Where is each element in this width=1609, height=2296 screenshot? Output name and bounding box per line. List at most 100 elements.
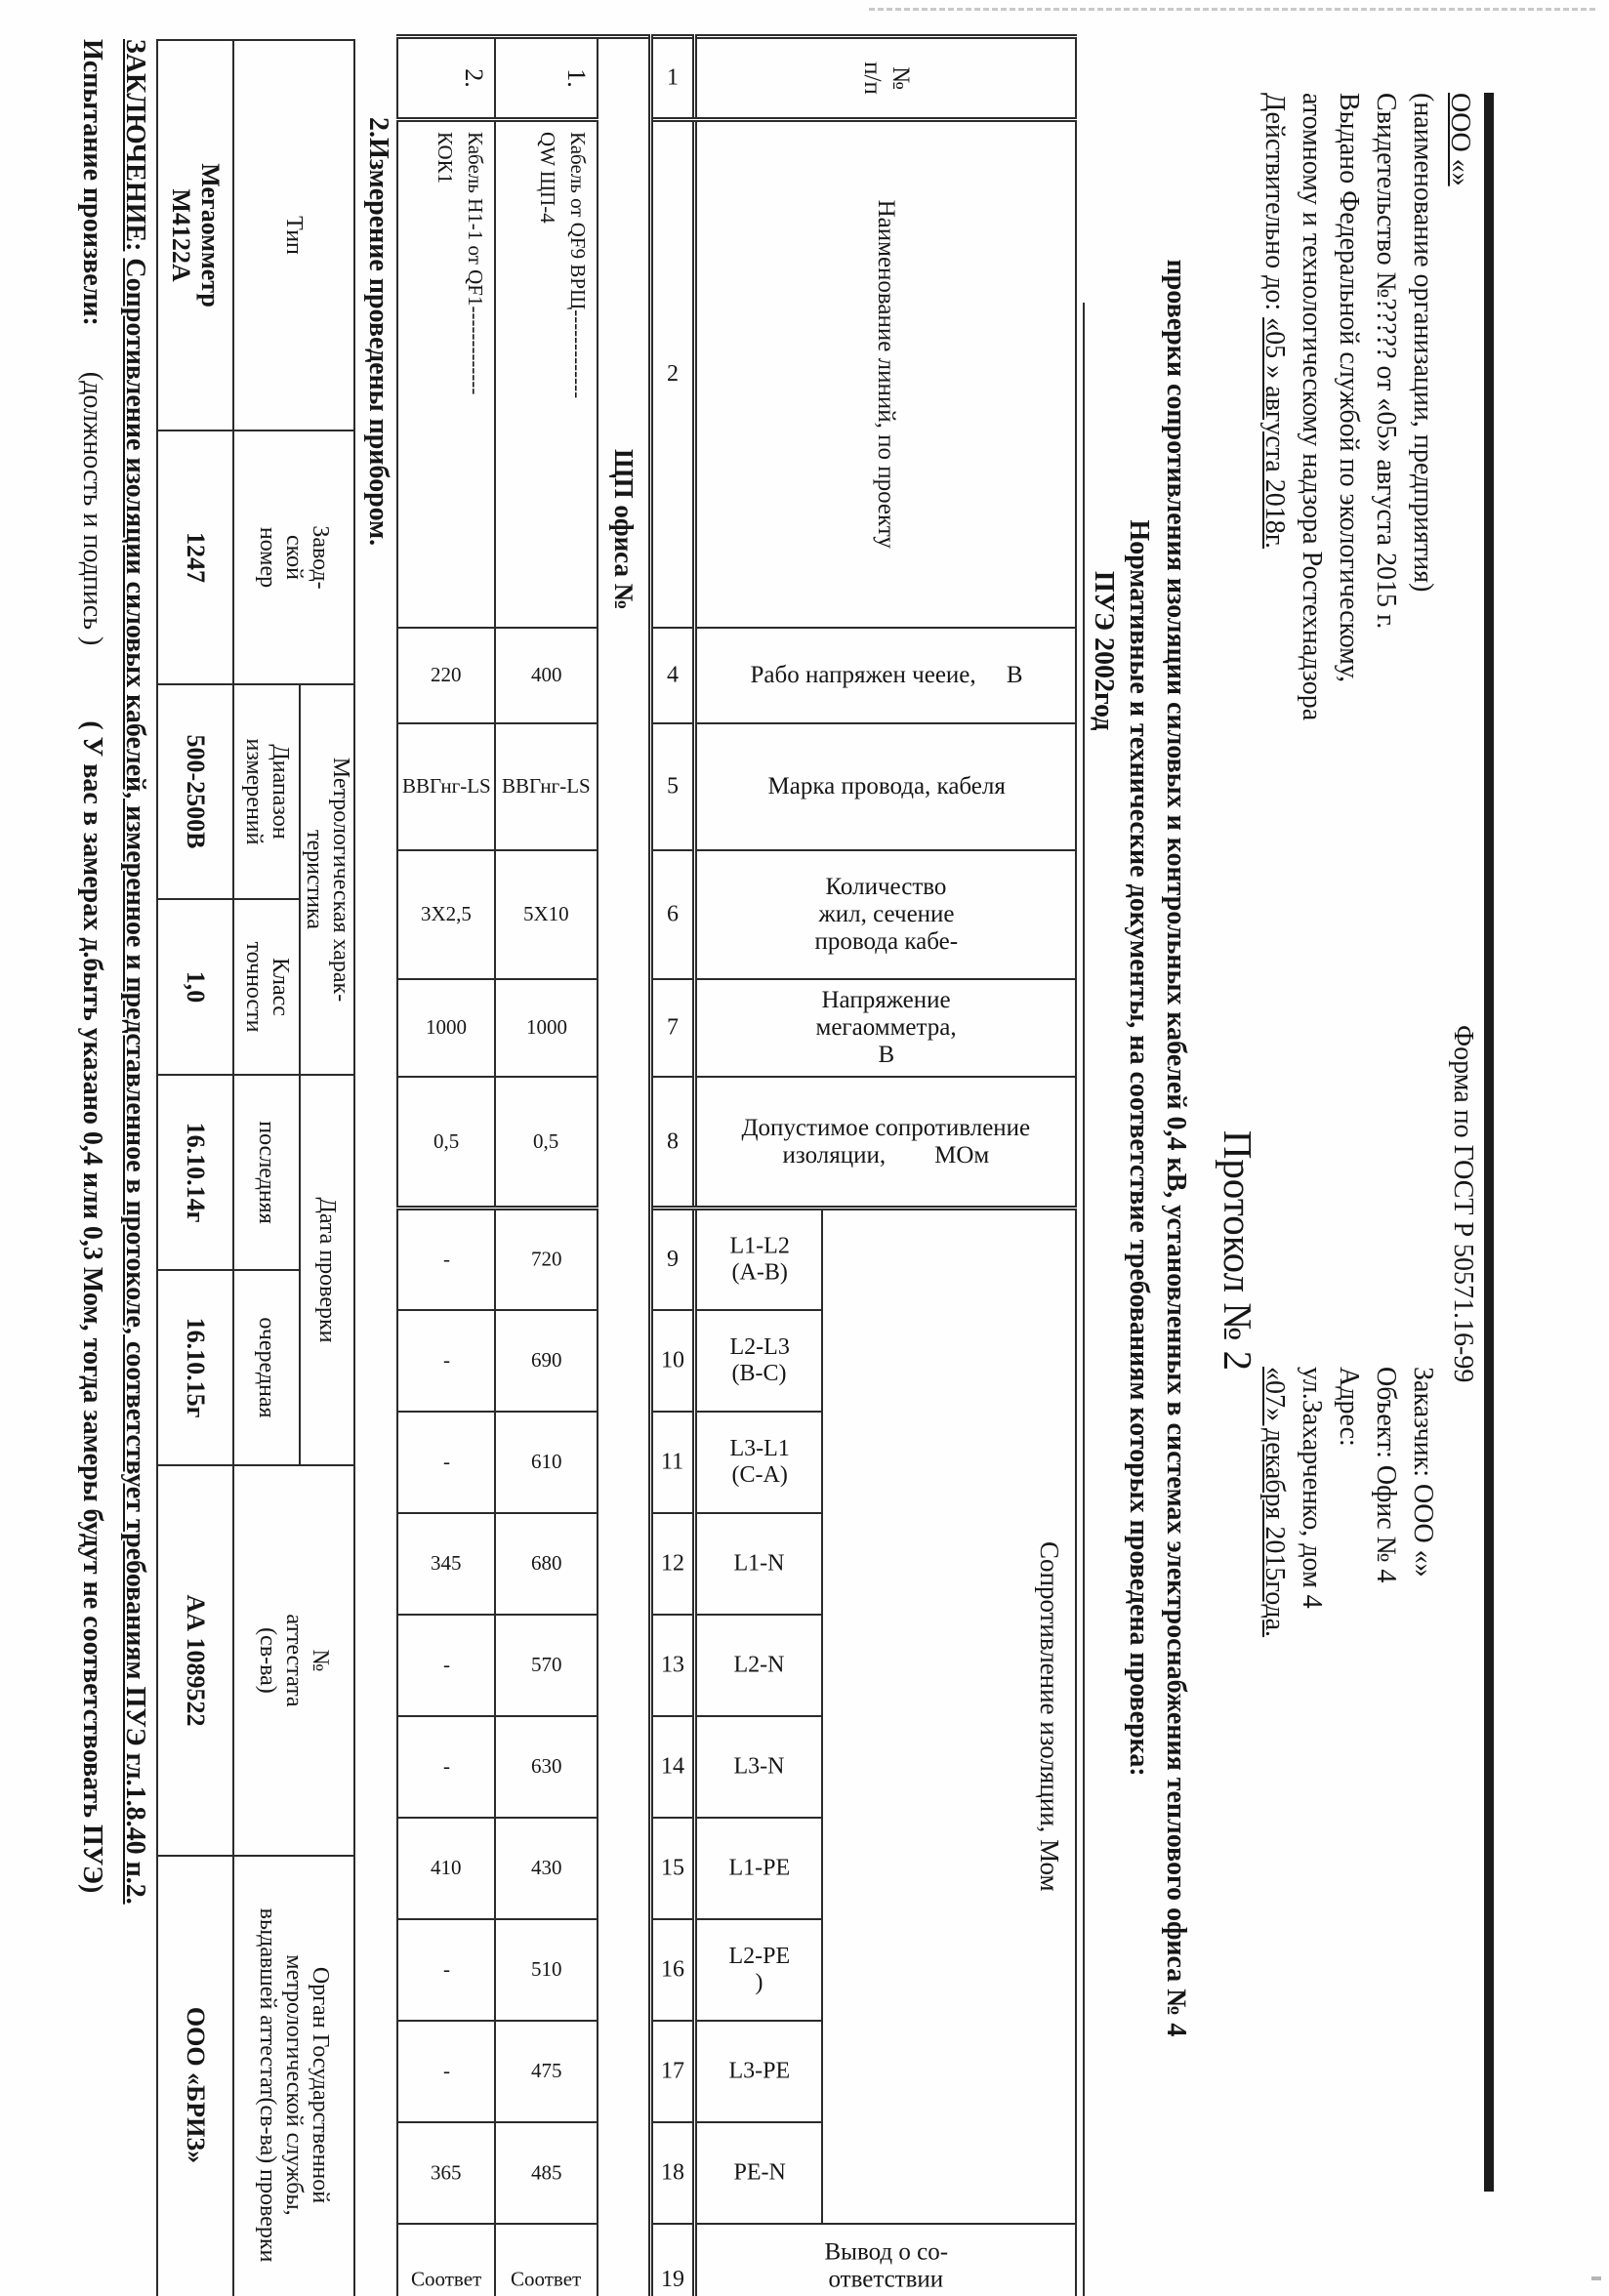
- org-valid-until-date: «05 » августа 2018г.: [1259, 317, 1290, 550]
- t2-instrument: Мегаомметр М4122А: [157, 40, 233, 430]
- row2-allowed: 0,5: [397, 1076, 495, 1209]
- colnum-16: 16: [651, 1918, 695, 2021]
- row2-l3l1: -: [397, 1411, 495, 1513]
- org-issued-by-2: атомному и технологическому надзора Рост…: [1297, 93, 1327, 721]
- org-certificate: Свидетельство №????? от «05» августа 201…: [1371, 93, 1401, 630]
- row2-l3pe: -: [397, 2020, 495, 2122]
- col-header-line-name: Наименование линий, по проекту: [695, 119, 1076, 628]
- colnum-4: 4: [651, 627, 695, 723]
- row1-cable-mark: ВВГнг-LS: [495, 722, 598, 850]
- col-header-working-voltage: Рабо напряжен чееие, В: [695, 627, 1076, 723]
- subheader-l3-pe: L3-PE: [695, 2020, 822, 2122]
- object: Объект: Офис № 4: [1371, 1367, 1401, 1583]
- row1-voltage: 400: [495, 627, 598, 723]
- row1-line-name: Кабель от QF9 ВРЩ------------- QW ЩП-4: [495, 119, 598, 628]
- test-performed-line: Испытание произвели: (должность и подпис…: [76, 39, 107, 1893]
- t2-header-range: Диапазон измерений: [233, 684, 300, 899]
- row2-l1n: 345: [397, 1512, 495, 1615]
- row1-megohm-voltage: 1000: [495, 978, 598, 1077]
- t2-next-date: 16.10.15г: [157, 1270, 233, 1465]
- colnum-7: 7: [651, 978, 695, 1077]
- subheader-pe-n: PE-N: [695, 2121, 822, 2224]
- t2-header-attestate: № аттестата (св-ва): [233, 1465, 354, 1856]
- row2-l1l2: -: [397, 1208, 495, 1310]
- row1-l3pe: 475: [495, 2020, 598, 2122]
- standard-reference: ПУЭ 2002год: [1089, 571, 1119, 731]
- row2-megohm-voltage: 1000: [397, 978, 495, 1077]
- row2-cores: 3Х2,5: [397, 849, 495, 979]
- t2-header-serial: Завод- ской номер: [233, 430, 354, 684]
- standard-underline-rule: [1083, 303, 1085, 2296]
- row1-l1pe: 430: [495, 1817, 598, 1919]
- t2-header-metrological: Метрологическая харак- теристика: [300, 684, 354, 1075]
- row2-cable-mark: ВВГнг-LS: [397, 722, 495, 850]
- t2-accuracy: 1,0: [157, 899, 233, 1075]
- subheader-l2-pe: L2-PE ): [695, 1918, 822, 2021]
- colnum-13: 13: [651, 1614, 695, 1716]
- conclusion-line: ЗАКЛЮЧЕНИЕ: Сопротивление изоляции силов…: [119, 39, 150, 1905]
- row2-pen: 365: [397, 2121, 495, 2224]
- customer-block: Заказчик: ООО «» Объект: Офис № 4 Адрес:…: [1256, 1367, 1441, 1637]
- row2-conclusion: Соответ: [397, 2223, 495, 2296]
- measurements-table: № п/п Наименование линий, по проекту Раб…: [396, 34, 1077, 2296]
- t2-header-accuracy: Класс точности: [233, 899, 300, 1075]
- row2-l2l3: -: [397, 1309, 495, 1412]
- org-issued-by-1: Выдано Федеральной службой по экологичес…: [1334, 93, 1364, 683]
- t2-header-type: Тип: [233, 40, 354, 430]
- org-name: ООО «»: [1445, 93, 1475, 186]
- row1-l2n: 570: [495, 1614, 598, 1716]
- col-header-npp: № п/п: [695, 36, 1076, 120]
- subheader-l3-n: L3-N: [695, 1715, 822, 1818]
- subtitle-normative: Нормативные и технические документы, на …: [1124, 519, 1154, 1777]
- row2-l2pe: -: [397, 1918, 495, 2021]
- colnum-5: 5: [651, 722, 695, 850]
- subheader-l1-n: L1-N: [695, 1512, 822, 1615]
- row1-cores: 5Х10: [495, 849, 598, 979]
- subheader-l3-l1: L3-L1 (C-A): [695, 1411, 822, 1513]
- conclusion-text: Сопротивление изоляции силовых кабелей, …: [120, 258, 150, 1905]
- row1-pen: 485: [495, 2121, 598, 2224]
- reviewer-note: ( У вас в замерах д.быть указано 0,4 или…: [77, 720, 107, 1894]
- colnum-6: 6: [651, 849, 695, 979]
- test-performed-label: Испытание произвели:: [77, 39, 107, 326]
- t2-attestate-number: АА 1089522: [157, 1465, 233, 1856]
- top-thick-rule: [1484, 93, 1494, 2192]
- form-gost-line: Форма по ГОСТ Р 50571.16-99: [1448, 1025, 1478, 1383]
- row1-conclusion: Соответ: [495, 2223, 598, 2296]
- subheader-l1-pe: L1-PE: [695, 1817, 822, 1919]
- col-header-cable-mark: Марка провода, кабеля: [695, 722, 1076, 850]
- colnum-8: 8: [651, 1076, 695, 1209]
- row2-l3n: -: [397, 1715, 495, 1818]
- org-valid-until-label: Действительно до:: [1259, 93, 1290, 318]
- row2-num: 2.: [397, 36, 495, 120]
- colnum-12: 12: [651, 1512, 695, 1615]
- colnum-10: 10: [651, 1309, 695, 1412]
- scan-artifact: [869, 8, 1595, 11]
- colnum-19: 19: [651, 2223, 695, 2296]
- instrument-table: Тип Завод- ской номер Метрологическая ха…: [156, 39, 355, 2296]
- scan-artifact: [1591, 2276, 1601, 2280]
- colnum-14: 14: [651, 1715, 695, 1818]
- row2-line-name: Кабель Н1-1 от QF1------------- КОК1: [397, 119, 495, 628]
- t2-header-next: очередная: [233, 1270, 300, 1465]
- conclusion-label: ЗАКЛЮЧЕНИЕ:: [120, 39, 150, 252]
- col-header-megohmmeter-voltage: Напряжение мегаомметра, В: [695, 978, 1076, 1077]
- row2-l1pe: 410: [397, 1817, 495, 1919]
- colnum-17: 17: [651, 2020, 695, 2122]
- row1-num: 1.: [495, 36, 598, 120]
- row1-l3l1: 610: [495, 1411, 598, 1513]
- t2-range: 500-2500В: [157, 684, 233, 899]
- col-header-conclusion: Вывод о со- ответствии норматив-: [695, 2223, 1076, 2296]
- address-value: ул.Захарченко, дом 4: [1297, 1367, 1327, 1609]
- subheader-l2-l3: L2-L3 (B-C): [695, 1309, 822, 1412]
- t2-header-last: последняя: [233, 1075, 300, 1270]
- t2-header-authority: Орган Государственной метрологической сл…: [233, 1856, 354, 2296]
- t2-header-check-date: Дата проверки: [300, 1075, 354, 1465]
- section-row-panel: ЩП офиса №: [598, 36, 651, 2296]
- colnum-1: 1: [651, 36, 695, 120]
- col-header-allowed-resistance: Допустимое сопротивление изоляции, МОм: [695, 1076, 1076, 1209]
- address-label: Адрес:: [1334, 1367, 1364, 1447]
- subheader-l2-n: L2-N: [695, 1614, 822, 1716]
- subtitle-purpose: проверки сопротивления изоляции силовых …: [1161, 259, 1191, 2037]
